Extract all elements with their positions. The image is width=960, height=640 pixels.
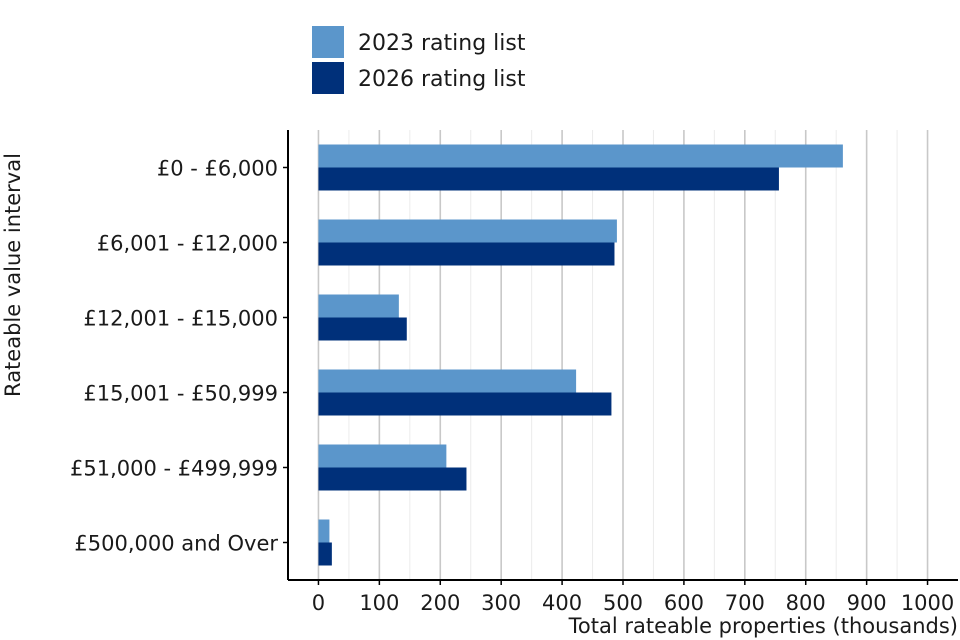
bar-2023 (318, 369, 577, 393)
bar-2026 (318, 167, 779, 191)
x-tick-label: 800 (786, 591, 826, 615)
x-tick-label: 200 (420, 591, 460, 615)
bar-2026 (318, 317, 407, 341)
x-tick-label: 0 (312, 591, 325, 615)
bars (318, 144, 843, 566)
bar-2023 (318, 519, 330, 543)
bar-2026 (318, 392, 612, 416)
legend-swatch (312, 26, 344, 58)
bar-2026 (318, 467, 467, 491)
x-axis-ticks: 0 100 200 300 400 500 600 700 800 900 1000 (312, 580, 954, 615)
y-axis-categories: £0 - £6,000 £6,001 - £12,000 £12,001 - £15… (70, 157, 288, 556)
bar-2023 (318, 444, 447, 468)
y-category-label: £0 - £6,000 (157, 157, 278, 181)
y-category-label: £12,001 - £15,000 (83, 307, 278, 331)
x-tick-label: 1000 (901, 591, 954, 615)
y-category-label: £51,000 - £499,999 (70, 457, 278, 481)
grid-lines (317, 130, 929, 580)
legend-label: 2026 rating list (358, 67, 526, 92)
x-tick-label: 900 (847, 591, 887, 615)
legend: 2023 rating list 2026 rating list (312, 26, 526, 94)
legend-label: 2023 rating list (358, 31, 526, 56)
x-axis-title: Total rateable properties (thousands) (568, 614, 958, 638)
bar-2023 (318, 219, 617, 243)
x-tick-label: 600 (664, 591, 704, 615)
x-tick-label: 700 (725, 591, 765, 615)
bar-2023 (318, 294, 399, 318)
y-category-label: £6,001 - £12,000 (97, 232, 278, 256)
legend-swatch (312, 62, 344, 94)
y-category-label: £500,000 and Over (74, 532, 278, 556)
y-category-label: £15,001 - £50,999 (83, 382, 278, 406)
bar-2023 (318, 144, 843, 168)
x-tick-label: 400 (542, 591, 582, 615)
bar-2026 (318, 542, 332, 566)
x-tick-label: 500 (603, 591, 643, 615)
bar-2026 (318, 242, 615, 266)
x-tick-label: 300 (481, 591, 521, 615)
x-tick-label: 100 (359, 591, 399, 615)
y-axis-title: Rateable value interval (1, 153, 25, 397)
